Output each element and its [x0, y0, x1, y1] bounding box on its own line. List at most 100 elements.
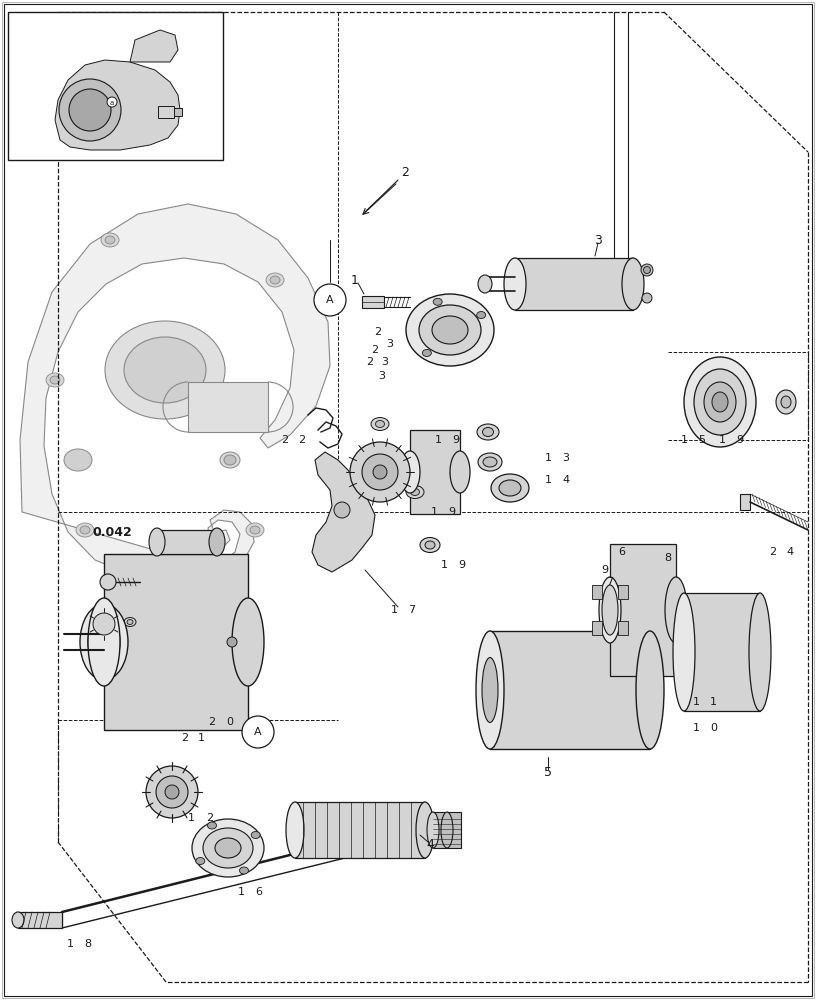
Polygon shape — [20, 204, 330, 579]
Text: 2: 2 — [401, 165, 409, 178]
Text: 2: 2 — [208, 717, 215, 727]
Ellipse shape — [406, 486, 424, 498]
Ellipse shape — [286, 802, 304, 858]
Text: 1: 1 — [188, 813, 195, 823]
Circle shape — [334, 502, 350, 518]
Ellipse shape — [684, 357, 756, 447]
Bar — [592, 621, 602, 635]
Bar — [18, 912, 62, 928]
Bar — [433, 812, 461, 848]
Ellipse shape — [209, 528, 225, 556]
Text: 5: 5 — [698, 435, 705, 445]
Text: 1: 1 — [681, 435, 688, 445]
Ellipse shape — [477, 424, 499, 440]
Ellipse shape — [482, 658, 498, 722]
Polygon shape — [55, 60, 180, 150]
Text: 1: 1 — [441, 560, 448, 570]
Ellipse shape — [149, 528, 165, 556]
Polygon shape — [312, 452, 375, 572]
Text: 1: 1 — [198, 733, 205, 743]
Text: 1: 1 — [435, 435, 442, 445]
Text: 2: 2 — [206, 813, 213, 823]
Ellipse shape — [124, 617, 136, 626]
Ellipse shape — [127, 619, 133, 624]
Ellipse shape — [224, 455, 236, 465]
Bar — [410, 430, 460, 514]
Text: 1: 1 — [545, 475, 552, 485]
Ellipse shape — [450, 451, 470, 493]
Text: 9: 9 — [736, 435, 743, 445]
Circle shape — [93, 613, 115, 635]
Circle shape — [100, 574, 116, 590]
Ellipse shape — [375, 420, 384, 428]
Text: 4: 4 — [426, 838, 434, 852]
Circle shape — [350, 442, 410, 502]
Bar — [157, 530, 217, 554]
Ellipse shape — [433, 298, 442, 305]
Circle shape — [227, 637, 237, 647]
Bar — [618, 621, 628, 635]
Text: 1: 1 — [693, 697, 700, 707]
Ellipse shape — [476, 631, 504, 749]
Ellipse shape — [59, 79, 121, 141]
Ellipse shape — [196, 857, 205, 864]
Ellipse shape — [749, 593, 771, 711]
Ellipse shape — [423, 349, 432, 356]
Bar — [618, 585, 628, 599]
Ellipse shape — [599, 577, 621, 643]
Text: 9: 9 — [452, 435, 459, 445]
Ellipse shape — [207, 822, 216, 829]
Ellipse shape — [642, 293, 652, 303]
Ellipse shape — [694, 369, 746, 435]
Text: 1: 1 — [545, 453, 552, 463]
Text: 1: 1 — [238, 887, 245, 897]
Ellipse shape — [203, 828, 253, 868]
Ellipse shape — [371, 418, 389, 430]
Ellipse shape — [665, 577, 687, 643]
Ellipse shape — [64, 449, 92, 471]
Ellipse shape — [477, 312, 486, 318]
Bar — [490, 631, 650, 749]
Ellipse shape — [410, 488, 419, 495]
Ellipse shape — [491, 474, 529, 502]
Ellipse shape — [427, 812, 439, 848]
Ellipse shape — [673, 593, 695, 711]
Ellipse shape — [641, 264, 653, 276]
Text: 3: 3 — [387, 339, 393, 349]
Text: 0: 0 — [226, 717, 233, 727]
Circle shape — [146, 766, 198, 818]
Text: a: a — [110, 100, 114, 106]
Text: 3: 3 — [594, 233, 602, 246]
Text: 9: 9 — [448, 507, 455, 517]
Ellipse shape — [636, 631, 664, 749]
Ellipse shape — [416, 802, 434, 858]
Circle shape — [373, 465, 387, 479]
Ellipse shape — [251, 832, 260, 838]
Text: 2: 2 — [371, 345, 379, 355]
Ellipse shape — [478, 275, 492, 293]
Text: 8: 8 — [664, 553, 672, 563]
Ellipse shape — [69, 89, 111, 131]
Bar — [362, 296, 384, 308]
Ellipse shape — [107, 97, 117, 107]
Ellipse shape — [712, 392, 728, 412]
Text: 7: 7 — [408, 605, 415, 615]
Text: 7: 7 — [606, 577, 614, 587]
Ellipse shape — [46, 373, 64, 387]
Ellipse shape — [246, 523, 264, 537]
Text: 2: 2 — [181, 733, 188, 743]
Ellipse shape — [215, 838, 241, 858]
Text: 3: 3 — [379, 371, 385, 381]
Ellipse shape — [88, 614, 120, 670]
Text: 0.042: 0.042 — [92, 526, 131, 538]
Bar — [188, 382, 268, 432]
Ellipse shape — [105, 236, 115, 244]
Text: 1: 1 — [431, 507, 438, 517]
Bar — [104, 554, 248, 730]
Ellipse shape — [80, 526, 90, 534]
Text: 1: 1 — [67, 939, 74, 949]
Ellipse shape — [602, 585, 618, 635]
Text: 6: 6 — [255, 887, 262, 897]
Ellipse shape — [50, 376, 60, 384]
Ellipse shape — [776, 390, 796, 414]
